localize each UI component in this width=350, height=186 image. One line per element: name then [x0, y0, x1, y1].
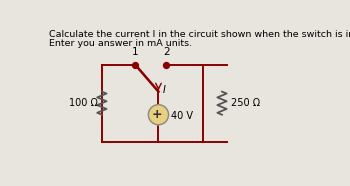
Text: 2: 2 — [163, 47, 169, 57]
Text: 100 Ω: 100 Ω — [69, 98, 98, 108]
Text: +: + — [152, 108, 162, 121]
Text: 1: 1 — [132, 47, 139, 57]
Point — [132, 63, 138, 66]
Point — [163, 63, 169, 66]
Text: 40 V: 40 V — [171, 111, 193, 121]
Text: Enter you answer in mA units.: Enter you answer in mA units. — [49, 39, 192, 48]
Text: I: I — [162, 85, 165, 95]
Text: 250 Ω: 250 Ω — [231, 98, 260, 108]
Text: Calculate the current I in the circuit shown when the switch is in position 2.: Calculate the current I in the circuit s… — [49, 30, 350, 39]
Circle shape — [148, 105, 168, 125]
